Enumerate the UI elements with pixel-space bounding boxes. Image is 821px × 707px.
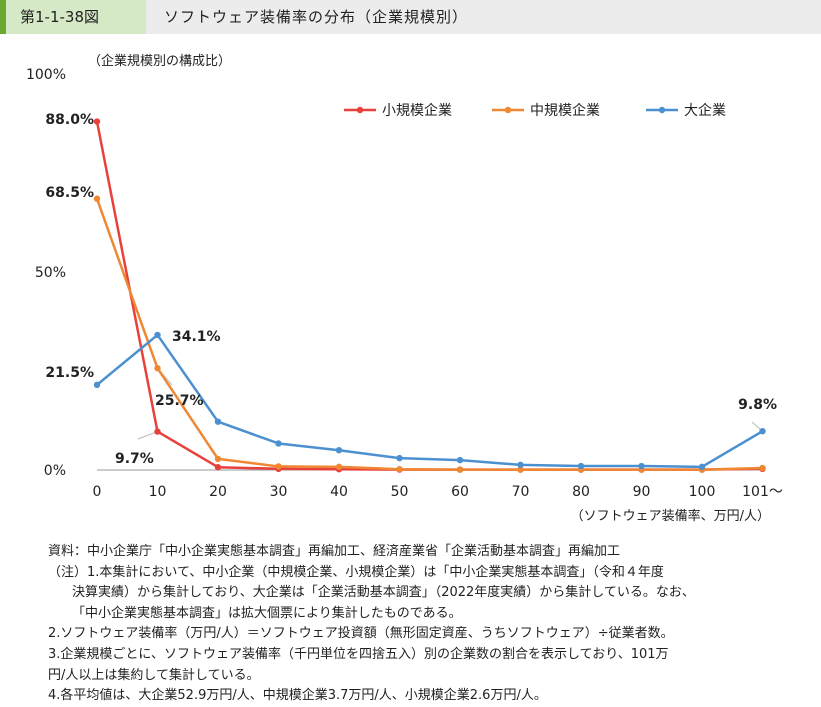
y-tick-label: 50% — [35, 265, 66, 281]
series-line — [95, 121, 763, 471]
x-tick-label: 40 — [330, 484, 348, 500]
x-tick-label: 60 — [451, 484, 469, 500]
data-point — [214, 464, 222, 471]
x-tick-label: 90 — [633, 484, 651, 500]
data-point — [214, 455, 222, 463]
note-line: 「中小企業実態基本調査」は拡大個票により集計したものである。 — [72, 605, 462, 621]
x-axis-title: （ソフトウェア装備率、万円/人） — [571, 508, 770, 524]
data-point — [638, 462, 645, 470]
legend-label: 大企業 — [684, 102, 726, 119]
data-point — [759, 427, 766, 435]
legend-swatch-marker — [658, 106, 666, 114]
data-point — [335, 463, 343, 471]
data-point — [93, 195, 101, 202]
y-tick-label: 0% — [44, 463, 66, 479]
data-label: 21.5% — [45, 365, 94, 381]
annotation-leaders — [137, 367, 763, 440]
data-point — [517, 461, 524, 469]
legend-label: 小規模企業 — [382, 102, 452, 119]
y-axis-title: （企業規模別の構成比） — [88, 53, 231, 69]
data-point — [396, 466, 403, 473]
data-label: 88.0% — [45, 112, 94, 128]
x-tick-label: 101～ — [742, 484, 783, 500]
figure-number: 第1-1-38図 — [6, 0, 146, 34]
data-point — [456, 466, 464, 473]
data-point — [154, 331, 161, 339]
legend-swatch-marker — [504, 106, 512, 114]
data-point — [456, 456, 464, 464]
data-point — [698, 463, 706, 471]
note-line: 2.ソフトウェア装備率（万円/人）＝ソフトウェア投資額（無形固定資産、うちソフト… — [48, 626, 674, 642]
notes: 資料：中小企業庁「中小企業実態基本調査」再編加工、経済産業省「企業活動基本調査」… — [48, 542, 808, 707]
data-label: 34.1% — [172, 329, 221, 345]
series-line — [96, 333, 764, 469]
data-point — [275, 463, 282, 470]
data-point — [93, 381, 101, 389]
x-tick-label: 100 — [689, 484, 716, 500]
x-tick-label: 30 — [270, 484, 288, 500]
data-label: 68.5% — [45, 185, 94, 201]
data-point — [396, 454, 403, 462]
x-tick-label: 20 — [209, 484, 227, 500]
data-point — [154, 428, 161, 435]
legend: 小規模企業 中規模企業 大企業 — [344, 102, 726, 119]
figure-header: 第1-1-38図 ソフトウェア装備率の分布（企業規模別） — [0, 0, 821, 34]
x-tick-label: 50 — [391, 484, 409, 500]
data-label: 25.7% — [155, 393, 204, 409]
x-tick-label: 70 — [512, 484, 530, 500]
note-source: 資料：中小企業庁「中小企業実態基本調査」再編加工、経済産業省「企業活動基本調査」… — [48, 544, 621, 559]
data-point — [759, 464, 766, 472]
legend-label: 中規模企業 — [530, 102, 600, 119]
note-line: 円/人以上は集約して集計している。 — [48, 667, 260, 683]
series-lines — [93, 118, 766, 473]
x-tick-label: 10 — [149, 484, 167, 500]
annotation-leader-line — [137, 431, 158, 440]
data-annotations: 88.0% 68.5% 21.5% 34.1% 25.7% 9.7% 9.8% — [45, 112, 777, 467]
data-point — [577, 462, 585, 470]
data-point — [275, 440, 282, 447]
note-line: 3.企業規模ごとに、ソフトウェア装備率（千円単位を四捨五入）別の企業数の割合を表… — [48, 646, 669, 662]
data-point — [154, 365, 161, 372]
y-tick-label: 100% — [26, 67, 66, 83]
data-point — [93, 118, 101, 125]
note-line: （注）1.本集計において、中小企業（中規模企業、小規模企業）は「中小企業実態基本… — [48, 564, 664, 580]
figure-title: ソフトウェア装備率の分布（企業規模別） — [146, 0, 821, 34]
x-tick-label: 80 — [572, 484, 590, 500]
series-line — [95, 198, 763, 471]
x-tick-labels: 0 10 20 30 40 50 60 70 80 90 100 101～ — [93, 484, 783, 500]
data-point — [335, 447, 343, 454]
data-point — [214, 418, 222, 425]
note-line: 決算実績）から集計しており、大企業は「企業活動基本調査」（2022年度実績）から… — [72, 585, 695, 601]
note-line: 4.各平均値は、大企業52.9万円/人、中規模企業3.7万円/人、小規模企業2.… — [48, 688, 547, 704]
data-point — [517, 466, 524, 473]
x-tick-label: 0 — [93, 484, 102, 500]
header-accent-bar — [0, 0, 6, 34]
data-label: 9.8% — [738, 397, 777, 413]
data-label: 9.7% — [115, 451, 154, 467]
y-tick-labels: 0% 50% 100% — [26, 67, 66, 479]
line-chart: （企業規模別の構成比） （ソフトウェア装備率、万円/人） 0% 50% 100% 0… — [26, 53, 783, 524]
legend-swatch-marker — [356, 106, 364, 114]
